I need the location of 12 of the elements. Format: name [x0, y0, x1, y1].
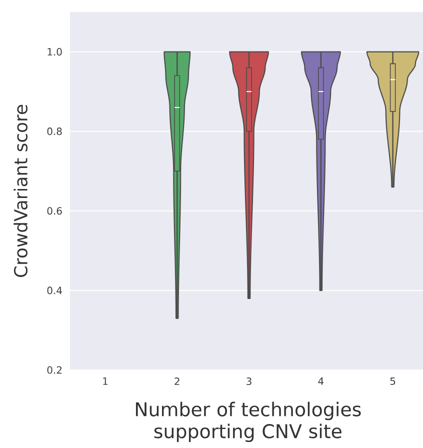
- x-tick-label: 4: [318, 378, 324, 385]
- y-axis-title: CrowdVariant score: [14, 104, 28, 278]
- y-tick-label: 1.0: [48, 48, 62, 56]
- x-tick-label: 5: [390, 378, 396, 385]
- y-tick-label: 0.4: [47, 286, 62, 294]
- y-tick-label: 0.2: [47, 366, 62, 374]
- x-tick-label: 3: [246, 378, 252, 386]
- x-axis-title: Number of technologies supporting CNV site: [136, 402, 361, 442]
- y-tick-label: 0.6: [47, 207, 62, 215]
- x-tick-label: 1: [103, 378, 108, 385]
- x-tick-label: 2: [174, 378, 180, 385]
- y-tick-label: 0.8: [47, 128, 62, 136]
